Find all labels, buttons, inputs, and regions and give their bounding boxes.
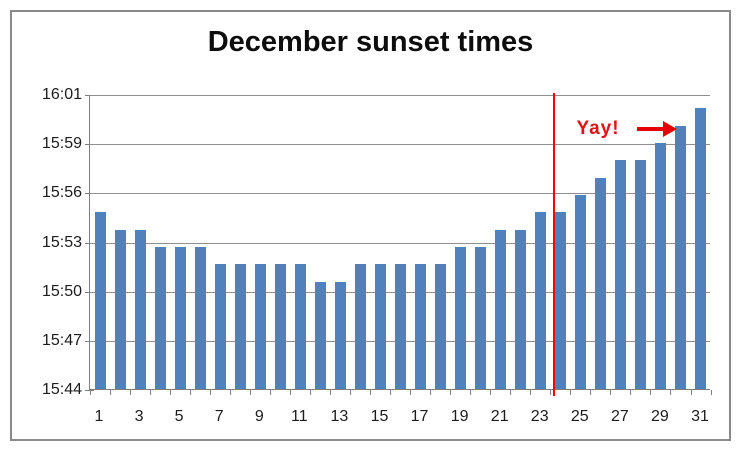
bar-day-15 xyxy=(374,264,386,389)
yay-annotation: Yay! xyxy=(576,118,620,139)
right-arrow-icon xyxy=(637,121,677,137)
x-tick xyxy=(209,390,211,395)
bar-day-20 xyxy=(475,247,487,389)
gridline xyxy=(90,144,710,146)
x-tick xyxy=(550,390,552,395)
x-axis-label: 11 xyxy=(290,408,308,425)
x-axis-label: 15 xyxy=(370,408,389,425)
bar-day-14 xyxy=(354,264,366,389)
x-axis-label: 29 xyxy=(650,408,669,425)
x-tick xyxy=(710,390,712,395)
x-tick xyxy=(390,390,391,395)
x-tick xyxy=(570,390,572,395)
x-axis-label: 13 xyxy=(330,408,349,425)
x-tick xyxy=(289,390,291,395)
x-tick xyxy=(89,390,91,395)
bar-day-21 xyxy=(495,229,507,389)
x-tick xyxy=(410,390,411,395)
x-tick xyxy=(490,390,492,395)
bar-day-12 xyxy=(314,281,326,389)
x-tick xyxy=(169,390,171,395)
y-axis-label: 16:01 xyxy=(41,86,82,103)
x-axis-label: 25 xyxy=(570,408,589,425)
bar-day-26 xyxy=(595,177,607,389)
x-axis-label: 23 xyxy=(530,408,549,425)
gridline xyxy=(90,95,710,96)
y-axis-label: 15:44 xyxy=(41,381,82,398)
x-tick xyxy=(510,390,512,395)
x-axis-label: 31 xyxy=(691,408,709,425)
x-axis-label: 9 xyxy=(254,408,264,425)
x-axis-label: 7 xyxy=(214,408,224,425)
y-axis-label: 15:56 xyxy=(41,184,82,202)
chart-title: December sunset times xyxy=(207,26,534,58)
bar-day-18 xyxy=(435,264,447,389)
x-axis-label: 19 xyxy=(450,408,469,425)
gridline xyxy=(90,242,710,244)
bar-day-24 xyxy=(555,212,567,389)
bar-day-19 xyxy=(455,247,467,389)
bar-day-8 xyxy=(234,264,246,389)
x-tick xyxy=(229,390,231,395)
plot-area: Yay! xyxy=(89,93,712,396)
x-tick xyxy=(610,390,612,395)
y-axis-label: 15:47 xyxy=(41,331,82,349)
bar-day-22 xyxy=(515,229,527,389)
bar-day-5 xyxy=(174,247,186,389)
x-axis-label: 27 xyxy=(610,408,629,425)
x-tick xyxy=(670,390,672,395)
x-tick xyxy=(630,390,632,395)
x-tick xyxy=(189,390,191,395)
y-axis-label: 15:53 xyxy=(41,233,82,251)
x-tick xyxy=(349,390,351,395)
bar-day-1 xyxy=(94,212,106,389)
x-tick xyxy=(430,390,431,395)
x-axis-label: 3 xyxy=(134,408,144,425)
bar-day-7 xyxy=(214,264,226,389)
x-tick xyxy=(470,390,472,395)
x-tick xyxy=(590,390,592,395)
bar-day-31 xyxy=(695,108,707,389)
y-axis-label: 15:59 xyxy=(41,135,82,153)
bar-day-9 xyxy=(254,264,266,389)
bar-day-13 xyxy=(334,281,346,389)
x-axis-label: 5 xyxy=(174,408,184,425)
x-tick xyxy=(690,390,692,395)
bar-day-2 xyxy=(114,229,126,389)
x-tick xyxy=(370,390,371,395)
gridline xyxy=(90,193,710,195)
x-tick xyxy=(650,390,652,395)
x-tick xyxy=(249,390,251,395)
x-tick xyxy=(329,390,331,395)
x-tick xyxy=(109,390,111,395)
x-axis-label: 17 xyxy=(410,408,429,425)
x-tick xyxy=(149,390,151,395)
solstice-vline xyxy=(553,93,555,396)
bar-day-16 xyxy=(395,264,406,389)
x-tick xyxy=(129,390,131,395)
bar-day-17 xyxy=(415,264,427,389)
x-tick xyxy=(309,390,311,395)
bar-day-3 xyxy=(134,229,146,389)
x-tick xyxy=(450,390,452,395)
bar-day-11 xyxy=(294,264,306,389)
bar-day-10 xyxy=(274,264,286,389)
bar-day-27 xyxy=(615,160,627,389)
x-tick xyxy=(530,390,532,395)
bar-day-4 xyxy=(154,247,166,389)
bar-day-28 xyxy=(635,160,647,389)
bar-day-25 xyxy=(575,195,587,389)
bar-day-23 xyxy=(535,212,547,389)
bar-day-29 xyxy=(655,143,667,389)
x-tick xyxy=(269,390,271,395)
x-axis-label: 21 xyxy=(490,408,509,425)
x-axis-label: 1 xyxy=(94,408,104,425)
y-axis-label: 15:50 xyxy=(41,282,82,300)
bar-day-6 xyxy=(194,247,206,389)
chart-frame: December sunset times 16:01 15:59 15:56 15:… xyxy=(10,10,731,441)
bar-day-30 xyxy=(675,125,687,389)
